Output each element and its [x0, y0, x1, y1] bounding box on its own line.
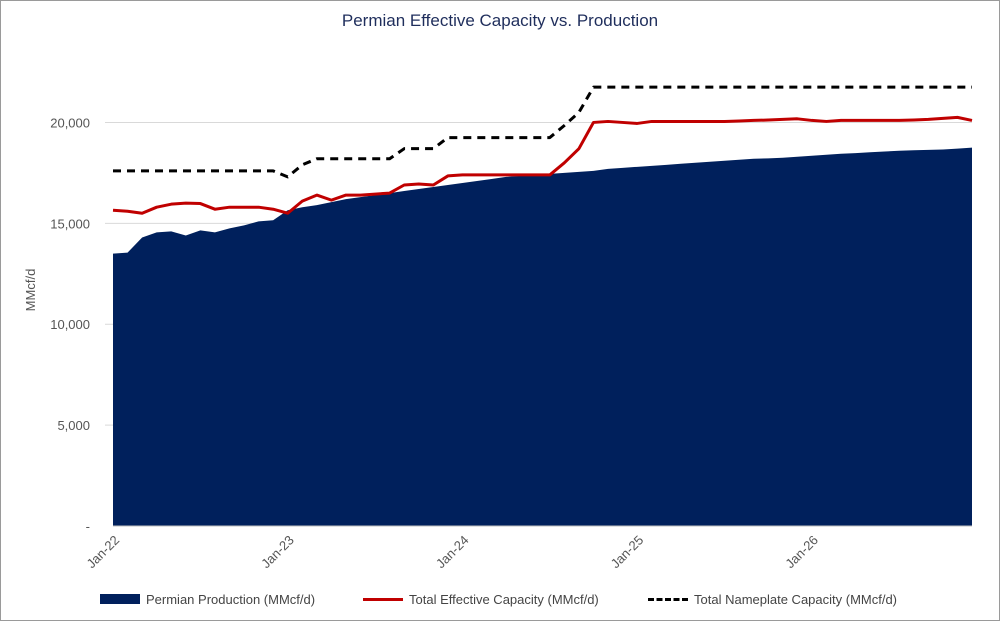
y-tick-label: - [86, 519, 90, 534]
legend-swatch-production [100, 594, 140, 604]
y-axis-title: MMcf/d [23, 269, 38, 312]
series-line-effective-capacity [112, 115, 973, 215]
x-tick-label: Jan-24 [433, 532, 472, 571]
series-area-production [113, 147, 972, 527]
series-line-nameplate-capacity [113, 85, 972, 179]
capacity-lines-layer [112, 85, 973, 215]
legend-item-nameplate-capacity: Total Nameplate Capacity (MMcf/d) [648, 588, 897, 610]
legend-label-nameplate-capacity: Total Nameplate Capacity (MMcf/d) [694, 591, 898, 607]
legend-item-production: Permian Production (MMcf/d) [100, 588, 315, 610]
chart-title: Permian Effective Capacity vs. Productio… [341, 11, 659, 30]
legend-swatch-nameplate-capacity [648, 597, 688, 601]
chart-legend: Permian Production (MMcf/d) Total Effect… [0, 588, 1000, 610]
x-tick-label: Jan-22 [83, 532, 122, 571]
legend-label-production: Permian Production (MMcf/d) [146, 591, 316, 607]
legend-swatch-effective-capacity [363, 597, 403, 601]
x-tick-label: Jan-26 [782, 532, 821, 571]
production-area-layer [113, 147, 972, 527]
y-tick-label: 5,000 [57, 418, 90, 433]
legend-label-effective-capacity: Total Effective Capacity (MMcf/d) [409, 591, 599, 607]
y-tick-label: 10,000 [50, 317, 90, 332]
y-tick-label: 15,000 [50, 216, 90, 231]
legend-item-effective-capacity: Total Effective Capacity (MMcf/d) [363, 588, 599, 610]
y-tick-label: 20,000 [50, 115, 90, 130]
x-tick-label: Jan-23 [258, 532, 297, 571]
x-tick-label: Jan-25 [608, 532, 647, 571]
